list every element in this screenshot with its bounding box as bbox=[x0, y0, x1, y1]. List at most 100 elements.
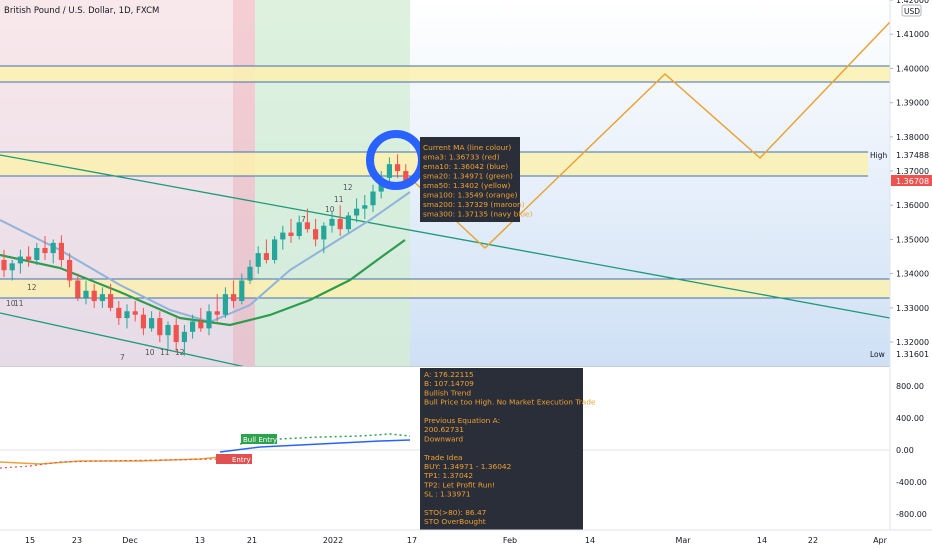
trendline bbox=[0, 312, 251, 369]
price-tick-label: 1.34000 bbox=[896, 270, 929, 279]
candles bbox=[1, 154, 409, 356]
sell-entry-label: Entry bbox=[232, 456, 251, 464]
candle-body bbox=[272, 239, 278, 260]
candle-body bbox=[304, 222, 310, 230]
date-tick-label: 21 bbox=[247, 536, 257, 545]
moving-average bbox=[0, 239, 406, 327]
high-price: 1.37488 bbox=[896, 151, 929, 160]
candle-body bbox=[99, 294, 105, 302]
candle-body bbox=[296, 222, 302, 237]
oscillator-tick-label: 0.00 bbox=[896, 446, 914, 455]
ma-tooltip-line: Current MA (line colour) bbox=[423, 143, 511, 152]
annotation: 10 bbox=[6, 299, 16, 308]
candle-body bbox=[26, 256, 32, 260]
annotation: 12 bbox=[27, 283, 37, 292]
date-tick-label: 13 bbox=[195, 536, 205, 545]
candle-body bbox=[181, 331, 187, 343]
tooltips: Current MA (line colour)ema3: 1.36733 (r… bbox=[423, 143, 596, 526]
oscillator-tick-label: -400.00 bbox=[896, 478, 927, 487]
candle-body bbox=[165, 324, 171, 336]
candle-body bbox=[231, 294, 237, 302]
pane-divider bbox=[0, 366, 890, 367]
trade-tooltip-line: B: 107.14709 bbox=[424, 379, 474, 388]
last-price-tag bbox=[891, 175, 932, 186]
price-tick-label: 1.32000 bbox=[896, 338, 929, 347]
trade-tooltip-line: Bull Price too High. No Market Execution… bbox=[424, 398, 596, 407]
candle-body bbox=[140, 314, 146, 329]
candle-body bbox=[395, 164, 401, 172]
candle-body bbox=[173, 324, 179, 343]
sell-entry-badge bbox=[216, 454, 252, 464]
zone bbox=[0, 66, 890, 82]
candle-body bbox=[288, 232, 294, 237]
date-tick-label: Mar bbox=[675, 536, 691, 545]
candle-body bbox=[34, 247, 40, 260]
date-tick-label: Feb bbox=[503, 536, 517, 545]
oscillator-dots bbox=[239, 433, 411, 445]
date-tick-label: 15 bbox=[25, 536, 35, 545]
candle-body bbox=[83, 290, 89, 298]
price-tick-label: 1.33000 bbox=[896, 304, 929, 313]
currency: USD bbox=[904, 7, 920, 16]
oscillator-tick-label: 400.00 bbox=[896, 414, 924, 423]
annotation: 11 bbox=[14, 299, 24, 308]
bull-entry-label: Bull Entry bbox=[243, 436, 277, 444]
date-tick-label: 2022 bbox=[323, 536, 343, 545]
candle-body bbox=[50, 242, 56, 254]
ma-tooltip-line: sma200: 1.37329 (maroon) bbox=[423, 200, 525, 209]
oscillator-tick-label: -800.00 bbox=[896, 510, 927, 519]
date-tick-label: Apr bbox=[873, 536, 888, 545]
low-label: Low bbox=[870, 350, 885, 359]
time-axis-labels: 15 23 Dec 13 21 2022 17 Feb 14 Mar 14 22 Apr bbox=[25, 536, 888, 545]
annotation: 11 bbox=[160, 348, 170, 357]
trade-tooltip bbox=[420, 368, 583, 530]
candle-body bbox=[214, 311, 220, 315]
annotation: 10 bbox=[325, 205, 335, 214]
price-tick-label: 1.38000 bbox=[896, 133, 929, 142]
annotation: 10 bbox=[145, 348, 155, 357]
currency-box bbox=[901, 4, 922, 17]
candle-body bbox=[42, 247, 48, 254]
price-tick-label: 1.42000 bbox=[896, 0, 929, 5]
candle-body bbox=[9, 263, 15, 271]
candle-body bbox=[124, 311, 130, 319]
candle-body bbox=[321, 225, 327, 240]
forecast-path bbox=[409, 21, 891, 250]
low-price: 1.31601 bbox=[896, 350, 929, 359]
candle-body bbox=[263, 253, 269, 260]
oscillator-tick-label: 800.00 bbox=[896, 382, 924, 391]
price-tick-label: 1.35000 bbox=[896, 235, 929, 244]
price-axis-labels: 1.42000 1.41000 1.40000 1.39000 1.38000 1.370… bbox=[890, 0, 929, 347]
symbol-title: British Pound / U.S. Dollar, 1D, FXCM bbox=[4, 6, 159, 16]
candle-body bbox=[222, 294, 228, 315]
oscillator-dots bbox=[0, 458, 221, 469]
candle-body bbox=[149, 318, 155, 329]
date-tick-label: 14 bbox=[585, 536, 595, 545]
price-tick-label: 1.36000 bbox=[896, 201, 929, 210]
trade-tooltip-line: STO OverBought bbox=[424, 517, 486, 526]
candle-body bbox=[345, 215, 351, 230]
ma-tooltip bbox=[420, 137, 520, 222]
candle-body bbox=[239, 280, 245, 302]
date-tick-label: Dec bbox=[122, 536, 137, 545]
trade-tooltip-line: Downward bbox=[424, 434, 463, 443]
candle-body bbox=[206, 311, 212, 329]
moving-average bbox=[0, 191, 411, 324]
bear-zone bbox=[0, 0, 233, 366]
price-tick-label: 1.41000 bbox=[896, 30, 929, 39]
trade-tooltip-line: TP2: Let Profit Run! bbox=[423, 480, 495, 489]
candle-body bbox=[157, 318, 163, 336]
candle-body bbox=[132, 311, 138, 315]
ma-tooltip-line: sma100: 1.3549 (orange) bbox=[423, 191, 518, 200]
candle-body bbox=[58, 242, 64, 260]
bull-entry-badge bbox=[241, 434, 277, 444]
candle-body bbox=[116, 307, 122, 319]
trade-tooltip-line: 200.62731 bbox=[424, 425, 464, 434]
candle-body bbox=[67, 259, 73, 281]
candle-body bbox=[17, 256, 23, 264]
ma-tooltip-line: sma50: 1.3402 (yellow) bbox=[423, 181, 511, 190]
trade-tooltip-line: SL : 1.33971 bbox=[424, 490, 471, 499]
date-tick-label: 14 bbox=[757, 536, 767, 545]
